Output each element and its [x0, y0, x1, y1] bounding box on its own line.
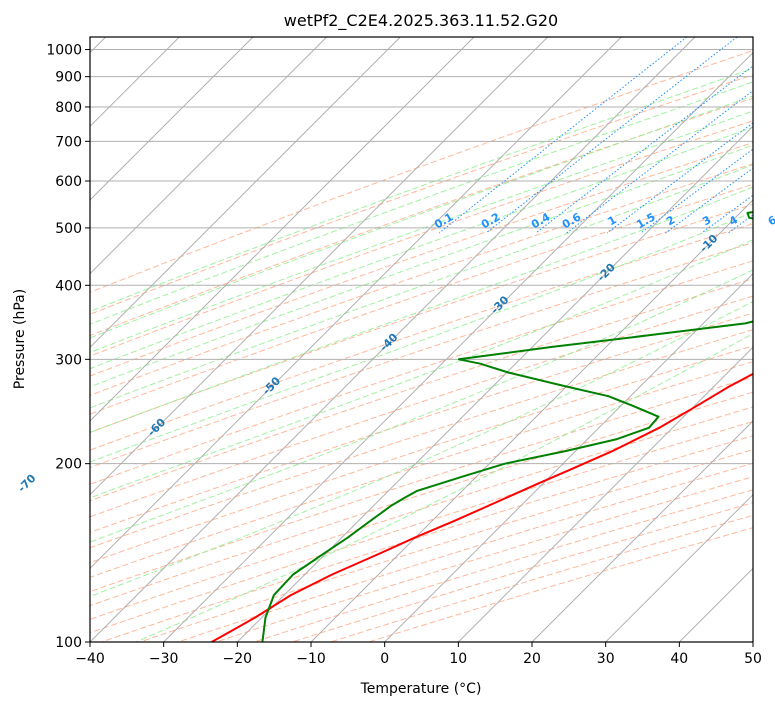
- axes: −40 −30 −20 −10 0 10 20 30 40 50 1000 900 800 700 600 5…: [46, 43, 762, 667]
- dry-adiabat: [90, 50, 753, 293]
- moist-adiabat: [90, 110, 753, 354]
- isotherm-line: [384, 272, 753, 642]
- isotherm-line: [90, 37, 254, 201]
- dry-adiabat: [90, 391, 753, 607]
- x-tick-label: −10: [296, 651, 326, 667]
- dry-adiabat: [177, 462, 753, 642]
- mixing-ratio-line: [566, 90, 753, 234]
- x-axis-label: Temperature (°C): [360, 681, 482, 697]
- moist-adiabat: [90, 300, 753, 597]
- mixing-ratio-line: [606, 122, 753, 234]
- y-tick-label: 300: [55, 352, 82, 368]
- temperature-profile-line: [211, 372, 753, 642]
- y-tick-label: 600: [55, 174, 82, 190]
- dry-adiabat: [90, 142, 753, 377]
- dry-adiabat: [101, 435, 753, 642]
- isotherm-line: [531, 420, 753, 642]
- mixing-ratio-line: [665, 167, 753, 234]
- dewpoint-profile-line: [261, 211, 753, 642]
- moist-adiabat: [90, 81, 753, 325]
- dry-adiabat: [90, 329, 753, 549]
- y-tick-label: 1000: [46, 43, 82, 59]
- reference-labels: 0.10.20.40.611.52346810131620253036-100-…: [15, 210, 775, 495]
- moist-adiabat: [90, 126, 753, 370]
- mixing-ratio-line: [701, 194, 753, 234]
- mixing-ratio-label: 6: [766, 213, 775, 228]
- dry-adiabat: [90, 163, 753, 396]
- isotherm-line: [236, 125, 753, 642]
- dry-adiabat: [90, 183, 753, 415]
- moist-adiabat: [90, 211, 753, 463]
- moist-adiabat: [135, 333, 753, 642]
- isotherm-label: -70: [15, 471, 38, 494]
- x-tick-label: 10: [449, 651, 467, 667]
- isotherm-line: [90, 37, 696, 642]
- y-axis-label: Pressure (hPa): [12, 289, 28, 389]
- mixing-ratio-line: [438, 37, 688, 234]
- y-tick-label: 800: [55, 100, 82, 116]
- x-tick-label: 50: [744, 651, 762, 667]
- moist-adiabat: [90, 164, 753, 409]
- isotherm-line: [90, 37, 549, 496]
- dry-adiabat: [215, 476, 753, 642]
- isotherm-line: [90, 37, 328, 275]
- isotherm-line: [90, 37, 401, 349]
- dry-adiabat: [90, 241, 753, 469]
- isotherm-label: -50: [260, 374, 283, 397]
- x-tick-label: 30: [597, 651, 615, 667]
- x-tick-label: −40: [75, 651, 105, 667]
- isotherm-line: [752, 641, 753, 642]
- mixing-ratio-line: [767, 37, 775, 233]
- y-tick-label: 100: [55, 635, 82, 651]
- mixing-ratio-label: 3: [700, 213, 713, 228]
- dry-adiabat: [90, 74, 753, 315]
- moist-adiabat: [90, 95, 753, 339]
- y-tick-label: 500: [55, 221, 82, 237]
- background-lines: [90, 37, 775, 642]
- y-tick-label: 200: [55, 457, 82, 473]
- dry-adiabat: [90, 345, 753, 564]
- mixing-ratio-line: [485, 37, 738, 234]
- dry-adiabat: [90, 295, 753, 518]
- mixing-ratio-line: [640, 148, 753, 234]
- x-tick-label: 0: [380, 651, 389, 667]
- chart-title: wetPf2_C2E4.2025.363.11.52.G20: [284, 11, 558, 31]
- x-tick-label: 20: [523, 651, 541, 667]
- dry-adiabat: [368, 527, 753, 642]
- moist-adiabat: [90, 186, 753, 434]
- isotherm-line: [90, 37, 475, 422]
- mixing-ratio-label: 2: [664, 213, 677, 228]
- y-tick-label: 700: [55, 134, 82, 150]
- profile-lines: [211, 211, 753, 642]
- plot-frame: [89, 36, 754, 643]
- x-tick-label: 40: [670, 651, 688, 667]
- y-tick-label: 400: [55, 278, 82, 294]
- y-tick-label: 900: [55, 70, 82, 86]
- isotherm-line: [90, 37, 622, 570]
- dry-adiabat: [90, 278, 753, 502]
- x-tick-label: −30: [149, 651, 179, 667]
- isotherm-line: [163, 51, 753, 642]
- dry-adiabat: [90, 97, 753, 337]
- isotherm-line: [678, 567, 753, 642]
- dry-adiabat: [292, 502, 753, 642]
- moist-adiabat: [90, 67, 753, 313]
- dry-adiabat: [90, 376, 753, 593]
- isotherm-line: [605, 493, 753, 642]
- isotherm-line: [457, 346, 753, 642]
- x-tick-label: −20: [223, 651, 253, 667]
